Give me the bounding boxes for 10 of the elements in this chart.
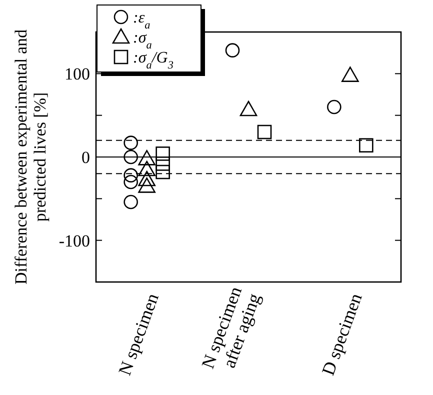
y-axis-title: Difference between experimental and predicted lives [%] — [12, 28, 50, 285]
legend-label: :σ$_{a}$ — [133, 30, 152, 52]
y-tick-label: -100 — [58, 231, 90, 250]
y-tick-label: 100 — [64, 64, 90, 84]
x-tick-label: N specimen after aging — [198, 284, 264, 372]
legend-label: :σ$_{a}$/G$_{3}$ — [133, 50, 174, 72]
legend-label: :ε$_{a}$ — [133, 10, 151, 32]
x-tick-label: D specimen — [318, 290, 366, 378]
y-tick-label: 0 — [82, 148, 90, 167]
x-tick-label: N specimen — [114, 290, 163, 378]
